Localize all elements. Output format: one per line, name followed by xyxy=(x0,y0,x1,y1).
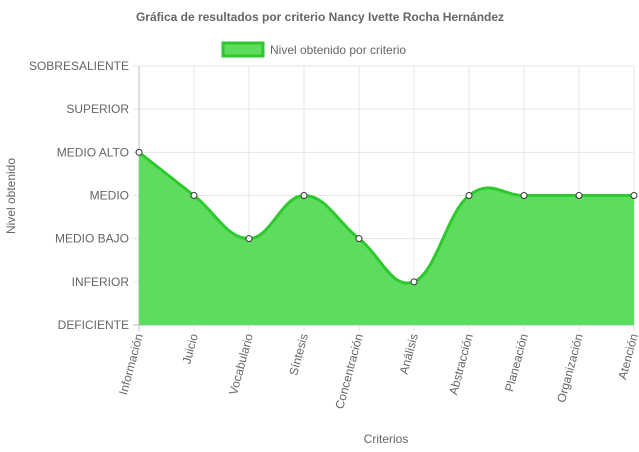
x-axis-ticks: Información Juicio Vocabulario Síntesis Conc… xyxy=(116,332,639,411)
legend-swatch[interactable] xyxy=(221,41,265,58)
series-points xyxy=(135,148,638,286)
data-point-8[interactable] xyxy=(575,192,583,199)
x-tick-label: Organización xyxy=(554,332,586,404)
data-point-6[interactable] xyxy=(465,192,473,199)
data-point-4[interactable] xyxy=(355,235,363,243)
y-axis-label: Nivel obtenido xyxy=(4,158,18,234)
x-tick-label: Planeación xyxy=(502,332,531,393)
x-tick-label: Información xyxy=(116,332,146,396)
data-point-9[interactable] xyxy=(630,192,638,199)
legend-label[interactable]: Nivel obtenido por criterio xyxy=(270,43,406,57)
data-point-3[interactable] xyxy=(300,192,308,199)
series-line xyxy=(138,151,634,285)
y-tick-label: DEFICIENTE xyxy=(58,318,129,332)
legend[interactable]: Nivel obtenido por criterio xyxy=(221,41,406,58)
series-fill xyxy=(139,152,634,325)
y-tick-label: MEDIO ALTO xyxy=(57,145,129,159)
x-axis-label: Criterios xyxy=(364,432,409,446)
x-tick-label: Juicio xyxy=(179,332,201,366)
y-tick-label: MEDIO BAJO xyxy=(55,232,129,246)
y-tick-label: INFERIOR xyxy=(72,275,130,289)
data-point-0[interactable] xyxy=(135,148,143,156)
x-tick-label: Análisis xyxy=(397,332,421,376)
x-tick-label: Atención xyxy=(615,332,639,381)
data-point-7[interactable] xyxy=(520,192,528,199)
x-tick-label: Síntesis xyxy=(286,332,311,377)
x-tick-label: Concentración xyxy=(332,332,366,410)
data-point-2[interactable] xyxy=(245,235,253,243)
y-tick-label: SUPERIOR xyxy=(66,102,129,116)
y-tick-label: SOBRESALIENTE xyxy=(29,59,129,73)
data-point-5[interactable] xyxy=(410,278,418,286)
data-point-1[interactable] xyxy=(190,192,198,199)
series-area xyxy=(138,151,634,325)
x-tick-label: Vocabulario xyxy=(226,332,256,397)
x-tick-label: Abstracción xyxy=(446,332,476,396)
chart-title: Gráfica de resultados por criterio Nancy… xyxy=(136,10,504,24)
y-axis-ticks: DEFICIENTE INFERIOR MEDIO BAJO MEDIO MEDIO A… xyxy=(29,59,129,332)
y-tick-label: MEDIO xyxy=(90,189,129,203)
